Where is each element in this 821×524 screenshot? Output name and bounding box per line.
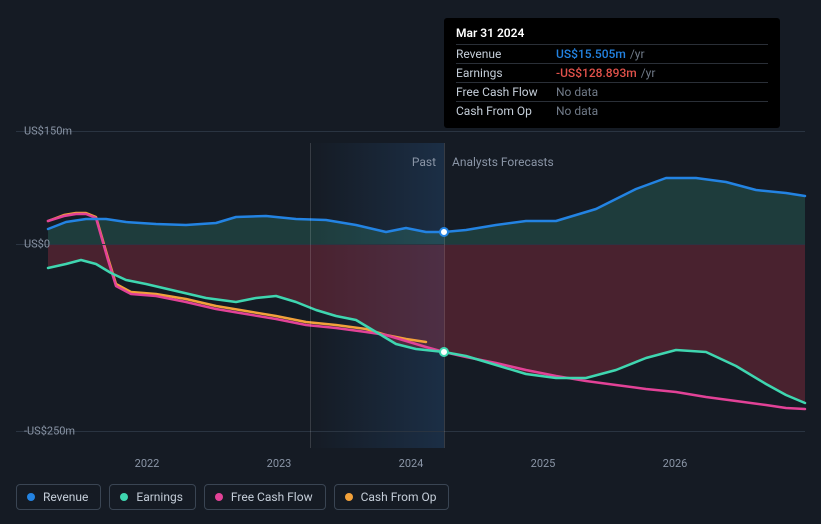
- legend-dot-icon: [27, 493, 35, 501]
- grid-line: [16, 131, 805, 132]
- tooltip-row-label: Free Cash Flow: [456, 85, 556, 99]
- x-axis-label: 2024: [399, 457, 424, 470]
- area-fill-negative: [48, 244, 805, 403]
- legend-label: Free Cash Flow: [231, 490, 313, 504]
- x-axis-label: 2026: [663, 457, 688, 470]
- marker-earnings: [439, 347, 449, 357]
- legend-revenue[interactable]: Revenue: [16, 484, 101, 510]
- x-axis-label: 2022: [135, 457, 160, 470]
- tooltip-row-label: Cash From Op: [456, 104, 556, 118]
- divider-line: [310, 143, 311, 448]
- tooltip-row-suffix: /yr: [641, 66, 656, 80]
- legend-fcf[interactable]: Free Cash Flow: [204, 484, 326, 510]
- legend-label: Earnings: [136, 490, 183, 504]
- area-fill-positive: [48, 178, 805, 244]
- y-axis-label: US$150m: [24, 125, 72, 138]
- legend-label: Cash From Op: [361, 490, 437, 504]
- legend-earnings[interactable]: Earnings: [109, 484, 196, 510]
- legend-cfo[interactable]: Cash From Op: [334, 484, 450, 510]
- divider-line: [444, 143, 445, 448]
- forecast-label: Analysts Forecasts: [452, 155, 554, 169]
- tooltip-row-label: Earnings: [456, 66, 556, 80]
- grid-line: [16, 244, 805, 245]
- legend-dot-icon: [345, 493, 353, 501]
- y-axis-label: US$0: [24, 238, 50, 251]
- grid-line: [16, 431, 805, 432]
- tooltip-row: Free Cash FlowNo data: [456, 82, 768, 101]
- x-axis-label: 2025: [531, 457, 556, 470]
- marker-revenue: [439, 227, 449, 237]
- tooltip-row-suffix: /yr: [630, 47, 645, 61]
- tooltip: Mar 31 2024 RevenueUS$15.505m/yrEarnings…: [444, 18, 780, 128]
- legend: Revenue Earnings Free Cash Flow Cash From O…: [16, 484, 449, 510]
- legend-label: Revenue: [43, 490, 88, 504]
- past-label: Past: [412, 155, 436, 169]
- tooltip-row-label: Revenue: [456, 47, 556, 61]
- tooltip-row-nodata: No data: [556, 104, 598, 118]
- tooltip-row-value: -US$128.893m: [556, 66, 637, 80]
- legend-dot-icon: [215, 493, 223, 501]
- tooltip-row: Cash From OpNo data: [456, 101, 768, 120]
- tooltip-row: RevenueUS$15.505m/yr: [456, 44, 768, 63]
- x-axis-label: 2023: [267, 457, 292, 470]
- y-axis-label: -US$250m: [24, 425, 75, 438]
- tooltip-row: Earnings-US$128.893m/yr: [456, 63, 768, 82]
- tooltip-row-nodata: No data: [556, 85, 598, 99]
- tooltip-row-value: US$15.505m: [556, 47, 626, 61]
- legend-dot-icon: [120, 493, 128, 501]
- tooltip-title: Mar 31 2024: [456, 26, 768, 44]
